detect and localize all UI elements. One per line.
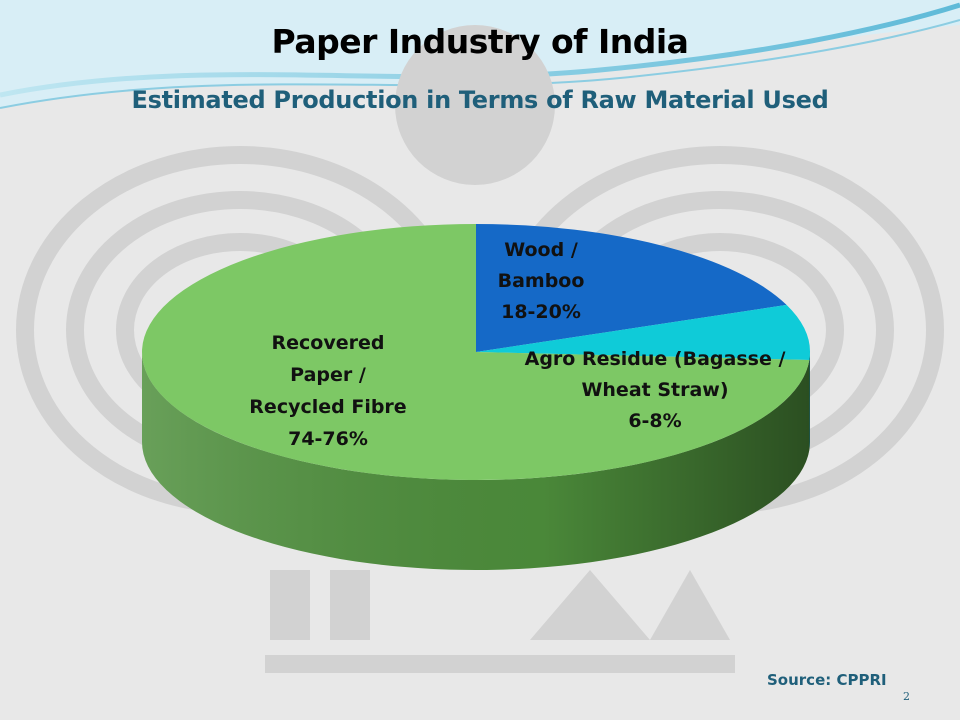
pie-slice-label-line: Bamboo bbox=[498, 270, 585, 292]
pie-slice-label-line: Recycled Fibre bbox=[249, 396, 406, 418]
pie-slice-1 bbox=[476, 304, 811, 361]
pie-slice-label-1: Agro Residue (Bagasse / Wheat Straw) 6-8% bbox=[525, 348, 786, 432]
page-number: 2 bbox=[903, 690, 910, 703]
pie-slice-label-2: Recovered Paper / Recycled Fibre 74-76% bbox=[249, 332, 406, 450]
pie-slice-label-line: 6-8% bbox=[628, 410, 681, 432]
pie-side-shading bbox=[142, 352, 810, 570]
source-note: Source: CPPRI bbox=[767, 671, 887, 689]
pie-slice-label-0: Wood / Bamboo 18-20% bbox=[498, 239, 585, 323]
header-wave-line-thin bbox=[0, 19, 960, 109]
pie-slice-label-line: Paper / bbox=[290, 364, 366, 386]
pie-slice-0 bbox=[476, 224, 787, 352]
slide-title: Paper Industry of India bbox=[271, 22, 689, 61]
pie-slice-label-line: 18-20% bbox=[501, 301, 581, 323]
pie-slice-2 bbox=[142, 224, 810, 480]
pie-slice-label-line: Wood / bbox=[504, 239, 578, 261]
pie-slice-label-line: Recovered bbox=[272, 332, 385, 354]
pie-slice-label-line: 74-76% bbox=[288, 428, 368, 450]
header-wave-line bbox=[0, 2, 960, 98]
slide-subtitle: Estimated Production in Terms of Raw Mat… bbox=[131, 86, 829, 114]
pie-slice-label-line: Wheat Straw) bbox=[581, 379, 728, 401]
pie-slice-label-line: Agro Residue (Bagasse / bbox=[525, 348, 786, 370]
